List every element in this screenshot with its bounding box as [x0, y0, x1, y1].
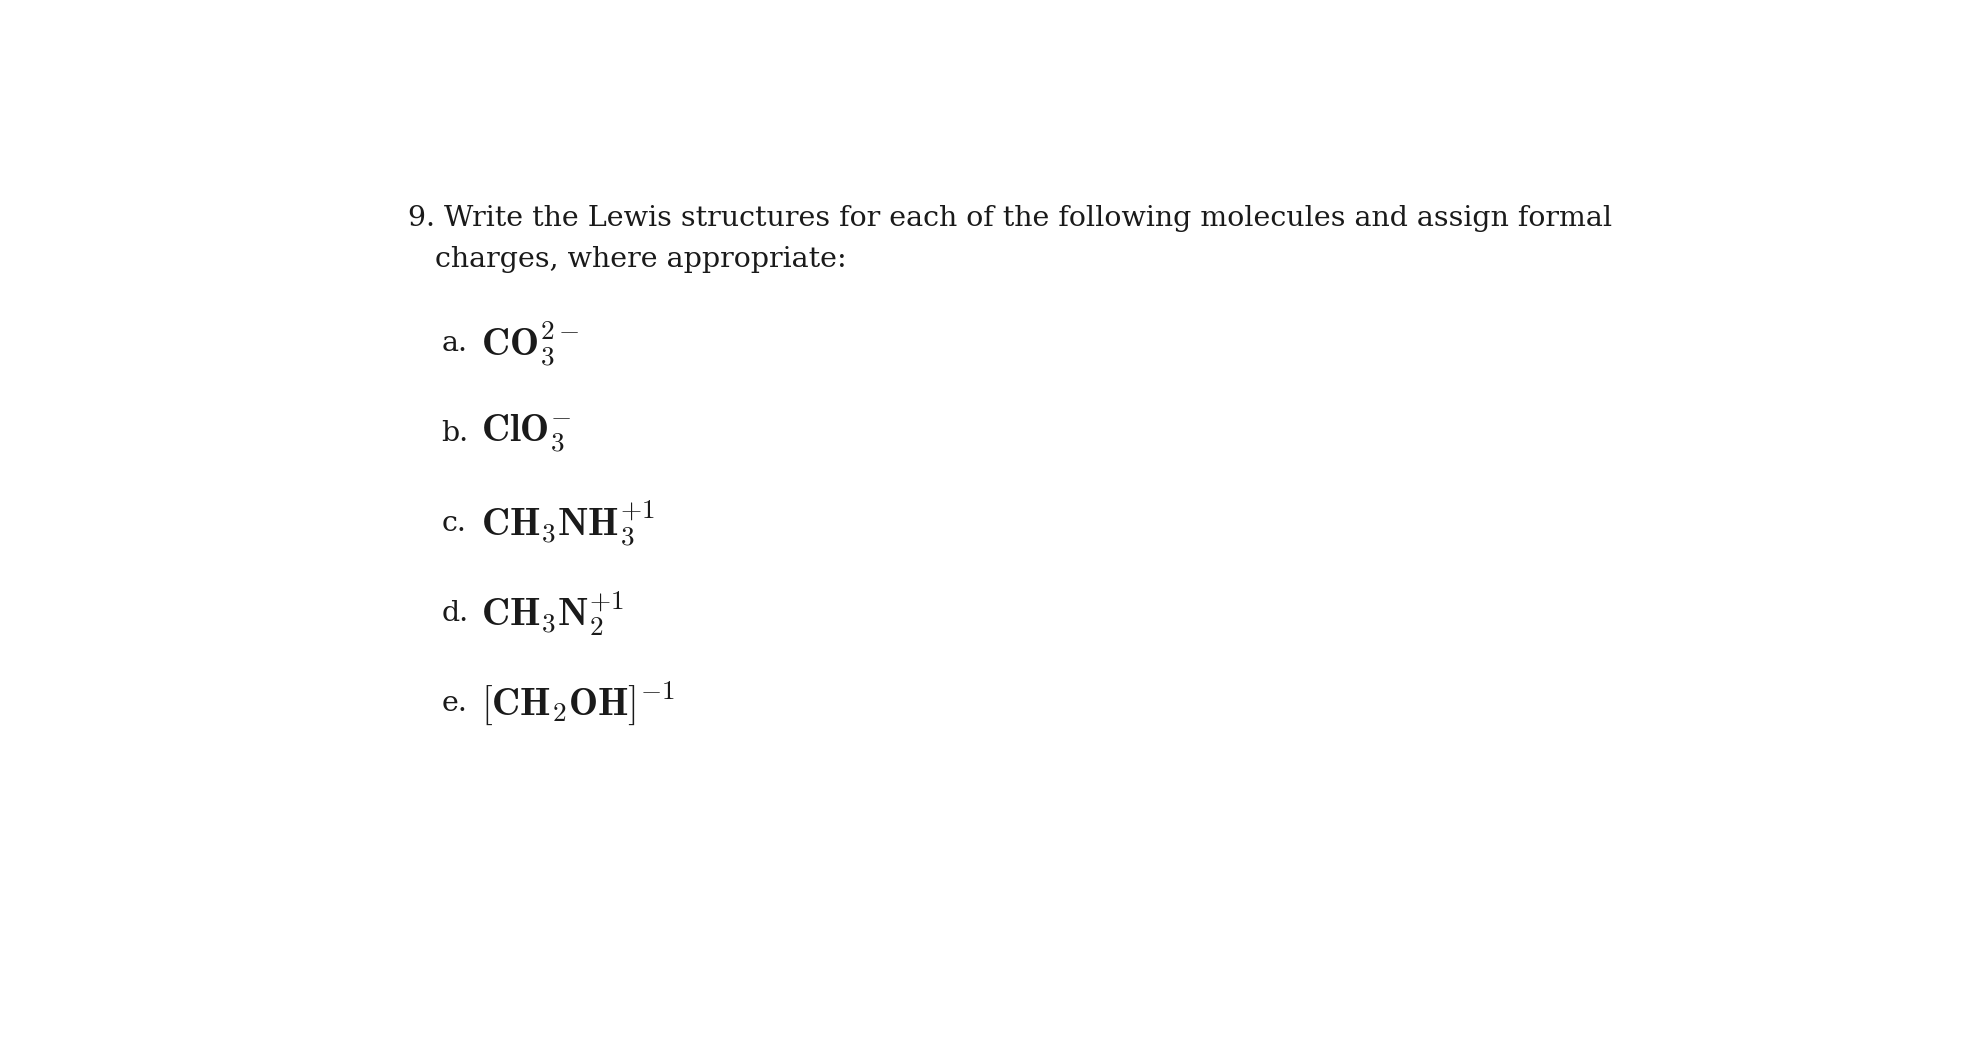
Text: $\mathbf{[CH_2OH]^{-1}}$: $\mathbf{[CH_2OH]^{-1}}$: [482, 679, 675, 727]
Text: $\mathbf{CH_3NH_3^{+1}}$: $\mathbf{CH_3NH_3^{+1}}$: [482, 499, 656, 549]
Text: 9. Write the Lewis structures for each of the following molecules and assign for: 9. Write the Lewis structures for each o…: [407, 205, 1612, 232]
Text: e.: e.: [440, 690, 468, 717]
Text: $\mathbf{CO_3^{2-}}$: $\mathbf{CO_3^{2-}}$: [482, 319, 579, 368]
Text: a.: a.: [440, 330, 468, 358]
Text: $\mathbf{CH_3N_2^{+1}}$: $\mathbf{CH_3N_2^{+1}}$: [482, 589, 624, 638]
Text: charges, where appropriate:: charges, where appropriate:: [407, 246, 845, 273]
Text: $\mathbf{ClO_3^{-}}$: $\mathbf{ClO_3^{-}}$: [482, 413, 571, 455]
Text: c.: c.: [440, 510, 466, 537]
Text: b.: b.: [440, 420, 468, 447]
Text: d.: d.: [440, 599, 468, 627]
